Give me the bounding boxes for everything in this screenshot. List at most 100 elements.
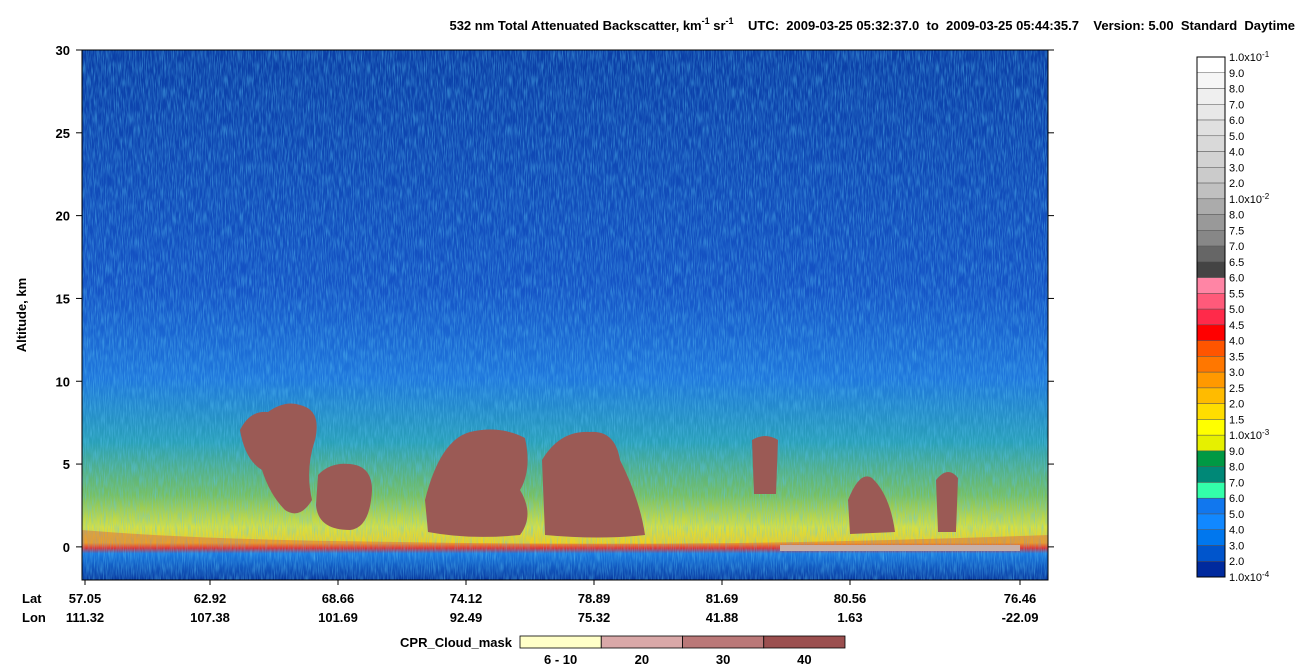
colorbar-label: 1.0x10-4 xyxy=(1229,570,1270,584)
colorbar-label: 5.5 xyxy=(1229,288,1244,300)
colorbar-cell xyxy=(1196,167,1226,184)
y-tick-label: 10 xyxy=(56,374,70,389)
colorbar-cell xyxy=(1196,340,1226,357)
colorbar-label: 1.0x10-2 xyxy=(1229,192,1270,206)
colorbar-cell xyxy=(1196,497,1226,515)
lon-label: 92.49 xyxy=(450,610,483,625)
colorbar-cell xyxy=(1196,245,1226,263)
colorbar-cell xyxy=(1196,104,1226,121)
colorbar-cell xyxy=(1196,261,1226,278)
cloud-mask-cell xyxy=(682,635,765,649)
colorbar-label: 2.0 xyxy=(1229,178,1244,190)
colorbar-cell xyxy=(1196,198,1226,215)
colorbar-label-base: 1.0x10 xyxy=(1229,194,1262,206)
y-tick-label: 20 xyxy=(56,209,70,224)
colorbar-cell xyxy=(1196,513,1226,530)
y-tick-label: 0 xyxy=(63,540,70,555)
colorbar-cell xyxy=(1196,387,1226,404)
colorbar-label-base: 1.0x10 xyxy=(1229,52,1262,64)
colorbar-label: 5.0 xyxy=(1229,304,1244,316)
colorbar-label: 2.0 xyxy=(1229,556,1244,568)
lat-label: 76.46 xyxy=(1004,591,1037,606)
colorbar-label: 7.5 xyxy=(1229,225,1244,237)
lon-label: 41.88 xyxy=(706,610,739,625)
colorbar-label-exp: -1 xyxy=(1262,50,1270,59)
lat-label: 74.12 xyxy=(450,591,483,606)
colorbar-label: 2.0 xyxy=(1229,399,1244,411)
colorbar-label: 8.0 xyxy=(1229,210,1244,222)
colorbar-label: 1.0x10-3 xyxy=(1229,428,1270,442)
colorbar-label: 3.0 xyxy=(1229,162,1244,174)
colorbar-cell xyxy=(1196,450,1226,467)
cloud-mask-label: 30 xyxy=(716,652,730,667)
cloud-mask-label: 6 - 10 xyxy=(544,652,577,667)
colorbar-label: 7.0 xyxy=(1229,477,1244,489)
colorbar-cell xyxy=(1196,371,1226,389)
colorbar-label: 4.0 xyxy=(1229,525,1244,537)
y-tick-label: 25 xyxy=(56,126,70,141)
y-tick-label: 30 xyxy=(56,43,70,58)
colorbar-cell xyxy=(1196,135,1226,152)
backscatter-image xyxy=(82,50,1048,580)
colorbar-label: 1.5 xyxy=(1229,414,1244,426)
colorbar-cell xyxy=(1196,545,1226,562)
colorbar-label: 9.0 xyxy=(1229,446,1244,458)
lat-label: 78.89 xyxy=(578,591,611,606)
colorbar-label: 6.0 xyxy=(1229,273,1244,285)
colorbar-cell xyxy=(1196,72,1226,89)
lat-label: 68.66 xyxy=(322,591,355,606)
title-text: UTC: 2009-03-25 05:32:37.0 to 2009-03-25… xyxy=(734,18,1295,33)
y-tick-label: 15 xyxy=(56,291,70,306)
lon-label: 1.63 xyxy=(837,610,862,625)
lat-label: 81.69 xyxy=(706,591,739,606)
title-superscript: -1 xyxy=(702,16,710,26)
colorbar-cell xyxy=(1196,119,1226,137)
colorbar-label-exp: -4 xyxy=(1262,570,1270,579)
y-axis-label: Altitude, km xyxy=(14,278,29,352)
colorbar-cell xyxy=(1196,308,1226,326)
lon-label: 75.32 xyxy=(578,610,611,625)
colorbar-cell xyxy=(1196,293,1226,310)
colorbar-label: 6.0 xyxy=(1229,115,1244,127)
colorbar-cell xyxy=(1196,324,1226,341)
colorbar-cell xyxy=(1196,466,1226,483)
colorbar-label: 5.0 xyxy=(1229,131,1244,143)
lat-label: 57.05 xyxy=(69,591,102,606)
lat-label: 62.92 xyxy=(194,591,227,606)
colorbar-label: 1.0x10-1 xyxy=(1229,50,1270,64)
colorbar-label: 7.0 xyxy=(1229,99,1244,111)
colorbar-label-exp: -2 xyxy=(1262,192,1270,201)
colorbar-cell xyxy=(1196,277,1226,294)
lon-label: -22.09 xyxy=(1002,610,1039,625)
colorbar-label: 3.5 xyxy=(1229,351,1244,363)
x-row-label: Lat xyxy=(22,591,42,606)
colorbar-cell xyxy=(1196,419,1226,436)
colorbar-label: 9.0 xyxy=(1229,68,1244,80)
lat-label: 80.56 xyxy=(834,591,867,606)
cloud-mask-cell xyxy=(519,635,602,649)
colorbar-cell xyxy=(1196,182,1226,200)
x-row-label: Lon xyxy=(22,610,46,625)
colorbar-cell xyxy=(1196,230,1226,247)
colorbar-label: 4.5 xyxy=(1229,320,1244,332)
colorbar-label: 6.5 xyxy=(1229,257,1244,269)
colorbar-label-base: 1.0x10 xyxy=(1229,572,1262,584)
colorbar-frame xyxy=(1196,56,1226,578)
colorbar-cell xyxy=(1196,88,1226,105)
y-tick-label: 5 xyxy=(63,457,70,472)
title-superscript: -1 xyxy=(726,16,734,26)
colorbar-label-exp: -3 xyxy=(1262,428,1270,437)
cloud-mask-label: 40 xyxy=(797,652,811,667)
cloud-mask-cell xyxy=(763,635,846,649)
colorbar-cell xyxy=(1196,56,1226,74)
colorbar-label: 4.0 xyxy=(1229,147,1244,159)
title-text: sr xyxy=(710,18,726,33)
lon-label: 101.69 xyxy=(318,610,358,625)
colorbar-label: 8.0 xyxy=(1229,84,1244,96)
lon-label: 111.32 xyxy=(66,610,104,625)
cloud-mask-regions xyxy=(240,403,958,538)
colorbar-cell xyxy=(1196,214,1226,231)
cloud-mask-title: CPR_Cloud_mask xyxy=(400,635,513,650)
chart-title: 532 nm Total Attenuated Backscatter, km-… xyxy=(449,16,1295,33)
